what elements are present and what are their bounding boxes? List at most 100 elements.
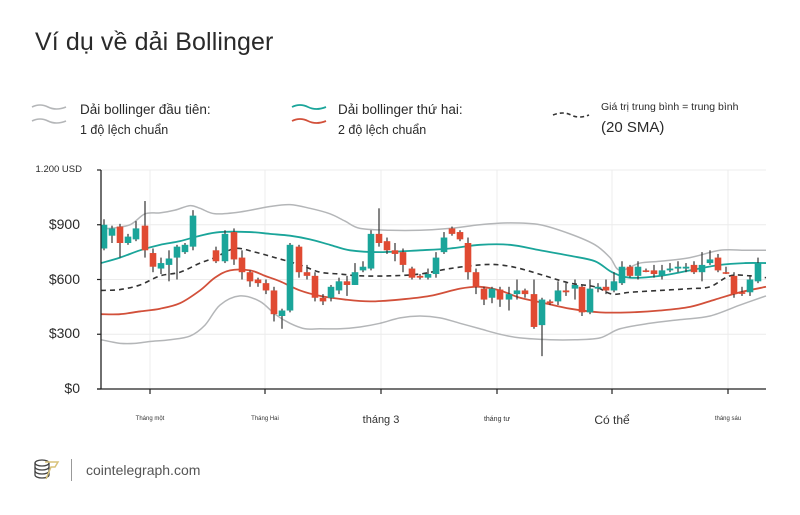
candle	[343, 275, 351, 296]
candle	[391, 243, 399, 262]
band-line	[100, 295, 767, 345]
candle	[359, 261, 367, 273]
dashed-line-icon	[552, 112, 590, 118]
candle	[746, 275, 754, 296]
candle	[221, 230, 229, 264]
candle	[602, 279, 610, 295]
candle	[690, 261, 698, 275]
legend-sma: Giá trị trung bình = trung bình (20 SMA)	[551, 99, 738, 141]
y-tick-label: $300	[48, 325, 80, 342]
candle	[554, 281, 562, 306]
candle	[212, 246, 220, 264]
candle	[230, 228, 238, 265]
candle	[682, 263, 690, 273]
candle	[432, 252, 440, 278]
candle	[132, 221, 140, 242]
candle	[674, 261, 682, 273]
legend-sma-sub: (20 SMA)	[601, 119, 665, 136]
candle	[303, 264, 311, 280]
candle	[262, 279, 270, 295]
candle	[246, 270, 254, 287]
candle	[238, 250, 246, 280]
candle	[149, 248, 157, 273]
legend-first-band: Dải bollinger đầu tiên: 1 độ lệch chuẩn	[28, 99, 211, 141]
band-line	[100, 247, 767, 296]
candle	[642, 268, 650, 273]
candle	[754, 257, 762, 284]
candle	[124, 233, 132, 245]
candle	[698, 252, 706, 282]
candle	[351, 263, 359, 285]
y-tick-label: $0	[64, 380, 80, 396]
candle	[295, 244, 303, 278]
y-tick-label: $900	[48, 215, 80, 232]
legend-second-band: Dải bollinger thứ hai: 2 độ lệch chuẩn	[288, 99, 463, 141]
candle	[586, 279, 594, 315]
candle	[399, 248, 407, 273]
candle	[618, 261, 626, 285]
x-tick-label: Tháng một	[135, 416, 165, 422]
site-name: cointelegraph.com	[86, 462, 201, 478]
bollinger-bands	[100, 203, 767, 345]
candle	[546, 299, 554, 306]
candle	[464, 237, 472, 280]
chart-title: Ví dụ về dải Bollinger	[35, 28, 274, 56]
legend-first-band-title: Dải bollinger đầu tiên:	[80, 102, 211, 117]
legend-second-band-title: Dải bollinger thứ hai:	[338, 102, 463, 117]
candle	[108, 225, 116, 243]
candle	[270, 286, 278, 322]
candle	[480, 286, 488, 306]
candle	[730, 272, 738, 298]
candle	[456, 230, 464, 242]
footer: cointelegraph.com	[33, 458, 200, 482]
candle	[181, 243, 189, 254]
candle	[165, 250, 173, 282]
candle	[319, 294, 327, 306]
candle	[173, 244, 181, 280]
candle	[440, 232, 448, 254]
candle	[416, 274, 424, 280]
candle	[116, 223, 124, 258]
candle	[658, 264, 666, 280]
x-tick-label: tháng sáu	[714, 416, 742, 422]
x-tick-label: Tháng Hai	[251, 416, 279, 422]
candle	[335, 277, 343, 295]
wave-line-icon	[291, 104, 327, 124]
candle	[100, 219, 108, 251]
x-tick-label: tháng 3	[362, 413, 400, 426]
x-tick-label: tháng tư	[483, 415, 511, 423]
candle	[538, 297, 546, 357]
candle	[189, 210, 197, 251]
legend-sma-title: Giá trị trung bình = trung bình	[601, 101, 739, 113]
candle	[530, 279, 538, 329]
candle	[562, 283, 570, 296]
candle	[714, 253, 722, 273]
candle	[626, 264, 634, 278]
gridlines	[101, 169, 766, 389]
footer-divider	[71, 459, 72, 481]
candle	[367, 230, 375, 271]
candle	[311, 272, 319, 302]
candle	[254, 277, 262, 287]
candle	[513, 279, 521, 300]
candle	[141, 201, 149, 258]
candle	[578, 284, 586, 316]
candle	[488, 286, 496, 304]
candle	[666, 263, 674, 273]
candle	[472, 268, 480, 295]
cointelegraph-logo-icon	[34, 459, 60, 480]
candle	[634, 261, 642, 280]
y-tick-label: 1.200 USD	[35, 164, 82, 175]
candle	[157, 257, 165, 275]
legend-second-band-sub: 2 độ lệch chuẩn	[338, 123, 427, 137]
legend-first-band-sub: 1 độ lệch chuẩn	[80, 123, 169, 137]
candle	[722, 266, 730, 275]
candle	[505, 286, 513, 311]
candle	[610, 272, 618, 293]
candle	[650, 264, 658, 278]
candle	[706, 250, 714, 265]
candle	[521, 288, 529, 298]
candle	[496, 286, 504, 307]
candle	[738, 286, 746, 296]
